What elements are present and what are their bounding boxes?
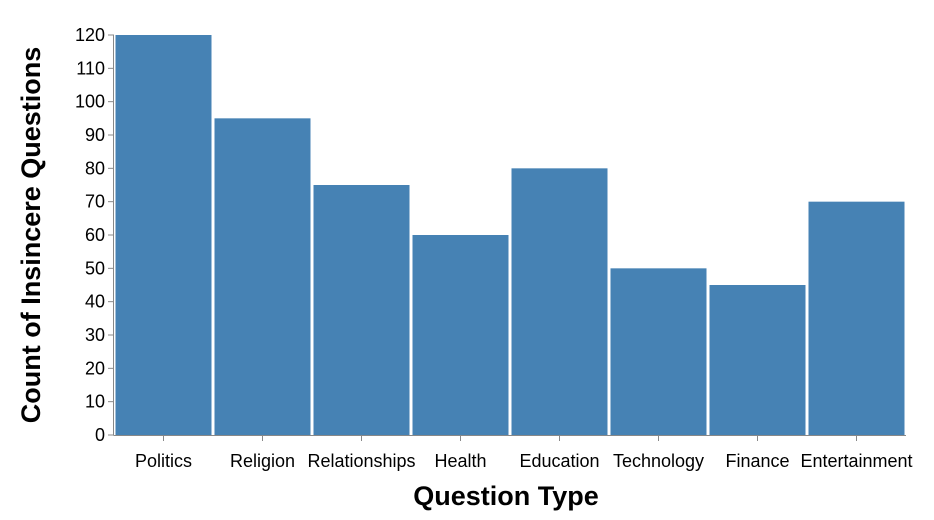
y-tick-label: 40 xyxy=(85,292,105,312)
bar-series xyxy=(115,35,905,436)
bar-relationships xyxy=(313,185,410,435)
bar-religion xyxy=(214,118,311,435)
x-tick-label-entertainment: Entertainment xyxy=(800,451,912,471)
bar-finance xyxy=(709,285,806,435)
y-tick-label: 10 xyxy=(85,392,105,412)
y-tick-label: 50 xyxy=(85,258,105,278)
x-tick-label-education: Education xyxy=(519,451,599,471)
x-axis-title: Question Type xyxy=(413,481,599,511)
y-tick-label: 20 xyxy=(85,358,105,378)
x-tick-label-politics: Politics xyxy=(135,451,192,471)
y-tick-label: 80 xyxy=(85,158,105,178)
y-tick-label: 70 xyxy=(85,192,105,212)
x-tick-label-technology: Technology xyxy=(613,451,704,471)
y-tick-label: 100 xyxy=(75,92,105,112)
y-tick-label: 30 xyxy=(85,325,105,345)
bar-education xyxy=(511,168,608,436)
x-tick-label-relationships: Relationships xyxy=(307,451,415,471)
y-tick-label: 90 xyxy=(85,125,105,145)
x-axis: Politics Religion Relationships Health Educa… xyxy=(113,435,913,471)
y-axis: 0 10 20 30 40 50 60 70 80 90 100 110 120 xyxy=(75,25,114,445)
bar-technology xyxy=(610,268,707,435)
x-tick-label-religion: Religion xyxy=(230,451,295,471)
y-tick-label: 0 xyxy=(95,425,105,445)
bar-entertainment xyxy=(808,201,905,435)
y-tick-label: 120 xyxy=(75,25,105,45)
x-tick-label-health: Health xyxy=(434,451,486,471)
x-tick-label-finance: Finance xyxy=(725,451,789,471)
bar-health xyxy=(412,235,509,435)
y-tick-label: 60 xyxy=(85,225,105,245)
bar-politics xyxy=(115,35,212,435)
y-axis-title: Count of Insincere Questions xyxy=(16,47,46,424)
y-tick-label: 110 xyxy=(76,58,105,78)
